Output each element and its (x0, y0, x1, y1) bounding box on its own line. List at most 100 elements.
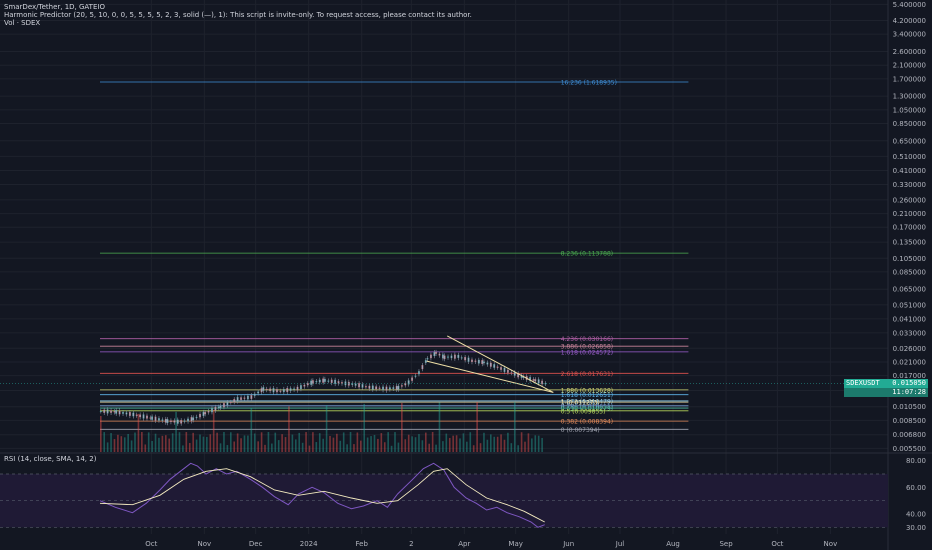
volume-bar (366, 437, 369, 452)
candle-body (513, 372, 516, 376)
volume-bar (123, 437, 126, 452)
candle-body (424, 360, 427, 363)
volume-bar (233, 441, 236, 452)
volume-bar (490, 434, 492, 452)
candle-body (300, 385, 302, 390)
candle-body (371, 385, 374, 390)
y-tick-label: 2.100000 (893, 62, 926, 70)
candle-body (139, 414, 142, 418)
volume-bar (435, 444, 437, 452)
volume-bar (277, 440, 280, 452)
y-tick-label: 0.033000 (893, 329, 926, 337)
candle-body (318, 379, 321, 383)
volume-bar (312, 432, 314, 452)
candle-body (192, 417, 195, 421)
candle-body (341, 382, 343, 384)
y-tick-label: 1.300000 (893, 93, 926, 101)
y-tick-label: 4.200000 (893, 17, 926, 25)
volume-bar (332, 437, 335, 452)
volume-bar (298, 432, 301, 452)
y-tick-label: 0.330000 (893, 181, 926, 189)
fib-level-label: 8.236 (0.113788) (561, 251, 613, 258)
candle-body (382, 386, 384, 391)
volume-bar (243, 435, 246, 452)
x-tick-label: May (508, 540, 522, 548)
candle-body (378, 387, 381, 389)
volume-bar (188, 442, 191, 452)
candle-body (503, 367, 506, 372)
candle-body (435, 351, 437, 354)
candle-body (489, 362, 492, 367)
candle-body (477, 359, 480, 364)
candle-body (243, 397, 246, 399)
candle-body (214, 407, 217, 411)
volume-bar (212, 409, 215, 452)
candle-body (173, 420, 176, 423)
candle-body (183, 420, 186, 422)
volume-bar (404, 439, 407, 452)
volume-bar (479, 443, 482, 452)
volume-bar (503, 439, 506, 452)
candle-body (430, 354, 432, 359)
volume-bar (459, 438, 461, 452)
volume-bar (137, 413, 140, 452)
volume-bar (130, 440, 133, 452)
rsi-y-tick-label: 40.00 (906, 511, 926, 519)
volume-bar (339, 440, 342, 452)
volume-bar (336, 433, 338, 452)
candle-body (176, 419, 179, 424)
x-tick-label: Nov (824, 540, 838, 548)
candle-body (217, 406, 220, 409)
candle-body (500, 367, 502, 370)
x-tick-label: Nov (198, 540, 212, 548)
volume-bar (349, 432, 352, 452)
candle-body (229, 401, 232, 403)
candle-body (265, 388, 268, 390)
candle-body (421, 365, 424, 370)
y-tick-label: 0.410000 (893, 167, 926, 175)
volume-bar (305, 432, 307, 452)
fib-level-label: 16.236 (1.618935) (561, 79, 617, 86)
y-tick-label: 3.400000 (893, 31, 926, 39)
candle-body (262, 387, 265, 391)
y-tick-label: 0.021000 (893, 359, 926, 367)
fib-level-label: 1.886 (0.013628) (561, 387, 613, 394)
volume-bar (438, 402, 441, 452)
candle-body (507, 369, 509, 373)
volume-bar (513, 402, 516, 452)
candle-body (236, 397, 239, 402)
volume-bar (401, 402, 403, 452)
volume-bar (452, 435, 454, 452)
y-tick-label: 0.005500 (893, 445, 926, 453)
candle-body (180, 420, 183, 424)
candle-body (161, 419, 164, 421)
price-tag-countdown: 11:07:28 (844, 387, 928, 397)
volume-bar (469, 432, 472, 452)
candle-body (303, 384, 306, 387)
volume-bar (380, 433, 383, 452)
volume-bar (507, 432, 509, 452)
candle-body (385, 386, 388, 391)
x-tick-label: Oct (771, 540, 783, 548)
candle-body (453, 354, 456, 359)
volume-bar (175, 411, 177, 452)
candle-body (334, 379, 337, 384)
volume-bar (171, 433, 174, 452)
volume-bar (295, 439, 297, 452)
candle-body (365, 386, 367, 388)
candle-body (306, 383, 309, 386)
candle-body (106, 409, 109, 414)
candle-body (442, 354, 444, 359)
volume-bar (264, 444, 266, 452)
volume-bar (260, 432, 263, 452)
candle-body (158, 418, 160, 421)
volume-bar (472, 445, 475, 452)
volume-bar (288, 406, 290, 452)
volume-bar (455, 435, 458, 452)
y-tick-label: 0.210000 (893, 210, 926, 218)
x-tick-label: Dec (249, 540, 263, 548)
volume-bar (411, 436, 413, 452)
volume-bar (178, 432, 181, 452)
y-tick-label: 1.050000 (893, 106, 926, 114)
